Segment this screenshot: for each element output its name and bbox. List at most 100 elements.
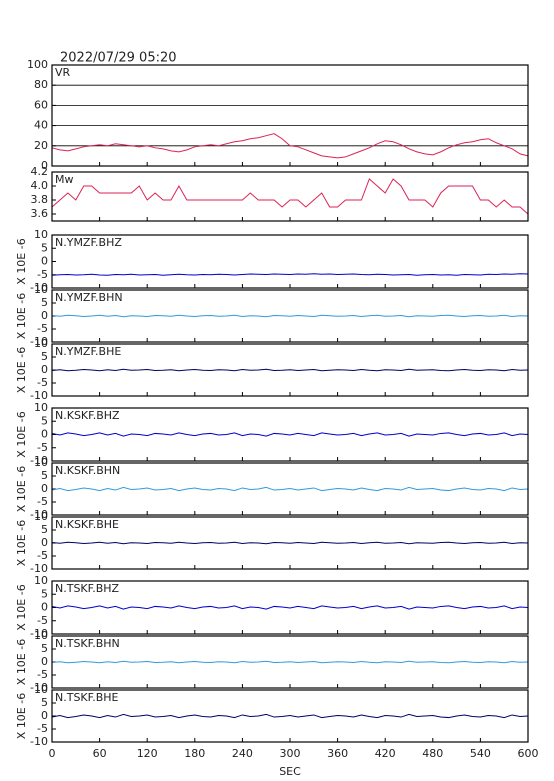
x-tick-label: 180 — [184, 747, 205, 760]
series-line — [51, 273, 529, 276]
series-label: N.TSKF.BHN — [55, 637, 120, 650]
y-tick-label: -10 — [30, 627, 48, 640]
y-axis-label: X 10E -6 — [15, 466, 28, 512]
series-line — [51, 541, 529, 545]
y-tick-label: -5 — [37, 441, 48, 454]
y-tick-label: 3.8 — [31, 193, 49, 206]
x-tick-label: 120 — [137, 747, 158, 760]
y-tick-label: 10 — [34, 683, 48, 696]
x-tick-label: 300 — [280, 747, 301, 760]
x-tick-label: 420 — [375, 747, 396, 760]
panel-frame — [51, 343, 529, 397]
y-tick-label: 40 — [34, 119, 48, 132]
y-tick-label: 10 — [34, 337, 48, 350]
x-tick-label: 480 — [422, 747, 443, 760]
y-tick-label: 5 — [41, 469, 48, 482]
y-tick-label: 20 — [34, 139, 48, 152]
series-line — [51, 713, 529, 719]
series-label: N.KSKF.BHN — [55, 464, 120, 477]
y-axis-label: X 10E -6 — [15, 693, 28, 739]
series-line — [51, 178, 529, 215]
y-tick-label: 5 — [41, 241, 48, 254]
y-tick-label: 0 — [41, 428, 48, 441]
y-tick-label: -10 — [30, 454, 48, 467]
x-tick-label: 60 — [93, 747, 107, 760]
series-line — [51, 432, 529, 437]
series-line — [51, 660, 529, 664]
y-tick-label: 5 — [41, 414, 48, 427]
y-tick-label: -5 — [37, 376, 48, 389]
y-tick-label: 5 — [41, 642, 48, 655]
y-axis-label: X 10E -6 — [15, 520, 28, 566]
y-tick-label: 4.0 — [31, 179, 49, 192]
y-tick-label: 80 — [34, 78, 48, 91]
series-line — [51, 314, 529, 318]
y-axis-label: X 10E -6 — [15, 584, 28, 630]
y-tick-label: 100 — [27, 58, 48, 71]
y-tick-label: -5 — [37, 549, 48, 562]
y-axis-label: X 10E -6 — [15, 347, 28, 393]
y-tick-label: -10 — [30, 508, 48, 521]
y-tick-label: 10 — [34, 629, 48, 642]
y-tick-label: 4.2 — [31, 165, 49, 178]
y-axis-label: X 10E -6 — [15, 411, 28, 457]
panel-frame — [51, 516, 529, 570]
y-tick-label: 0 — [41, 363, 48, 376]
series-label: N.YMZF.BHE — [55, 345, 121, 358]
y-tick-label: 0 — [41, 655, 48, 668]
series-label: N.TSKF.BHE — [55, 691, 119, 704]
y-tick-label: -5 — [37, 495, 48, 508]
x-tick-label: 240 — [232, 747, 253, 760]
panel-frame — [51, 462, 529, 516]
series-line — [51, 605, 529, 610]
chart-title: 2022/07/29 05:20 — [60, 51, 177, 66]
y-tick-label: 5 — [41, 350, 48, 363]
y-tick-label: -5 — [37, 668, 48, 681]
panel-frame — [51, 407, 529, 462]
y-axis-label: X 10E -6 — [15, 293, 28, 339]
series-label: N.YMZF.BHN — [55, 291, 123, 304]
y-tick-label: 10 — [34, 510, 48, 523]
x-tick-label: 540 — [470, 747, 491, 760]
y-tick-label: -10 — [30, 735, 48, 748]
panel-frame — [51, 234, 529, 289]
series-line — [51, 486, 529, 492]
y-tick-label: -5 — [37, 322, 48, 335]
y-tick-label: 0 — [41, 255, 48, 268]
y-tick-label: -5 — [37, 722, 48, 735]
x-axis-label: SEC — [279, 765, 301, 778]
y-tick-label: 3.6 — [31, 207, 49, 220]
y-tick-label: 5 — [41, 523, 48, 536]
panel-frame — [51, 289, 529, 343]
panel-frame — [51, 580, 529, 635]
y-tick-label: -5 — [37, 614, 48, 627]
y-tick-label: -5 — [37, 268, 48, 281]
series-line — [51, 133, 529, 159]
y-tick-label: 0 — [41, 601, 48, 614]
y-tick-label: 0 — [41, 482, 48, 495]
y-tick-label: 10 — [34, 228, 48, 241]
y-axis-label: X 10E -6 — [15, 238, 28, 284]
x-tick-label: 600 — [518, 747, 539, 760]
series-label: N.YMZF.BHZ — [55, 236, 122, 249]
y-tick-label: -10 — [30, 335, 48, 348]
panel-frame — [51, 171, 529, 222]
y-tick-label: 0 — [41, 536, 48, 549]
y-tick-label: 10 — [34, 283, 48, 296]
y-tick-label: 10 — [34, 574, 48, 587]
y-tick-label: 5 — [41, 696, 48, 709]
y-tick-label: -10 — [30, 562, 48, 575]
panel-frame — [51, 635, 529, 689]
y-tick-label: 10 — [34, 401, 48, 414]
y-tick-label: 0 — [41, 309, 48, 322]
series-label: N.KSKF.BHE — [55, 518, 119, 531]
series-label: N.TSKF.BHZ — [55, 582, 120, 595]
x-tick-label: 360 — [327, 747, 348, 760]
series-label: Mw — [55, 173, 74, 186]
y-tick-label: 5 — [41, 587, 48, 600]
series-label: N.KSKF.BHZ — [55, 409, 120, 422]
series-line — [51, 368, 529, 372]
x-tick-label: 0 — [49, 747, 56, 760]
y-axis-label: X 10E -6 — [15, 639, 28, 685]
y-tick-label: 60 — [34, 98, 48, 111]
